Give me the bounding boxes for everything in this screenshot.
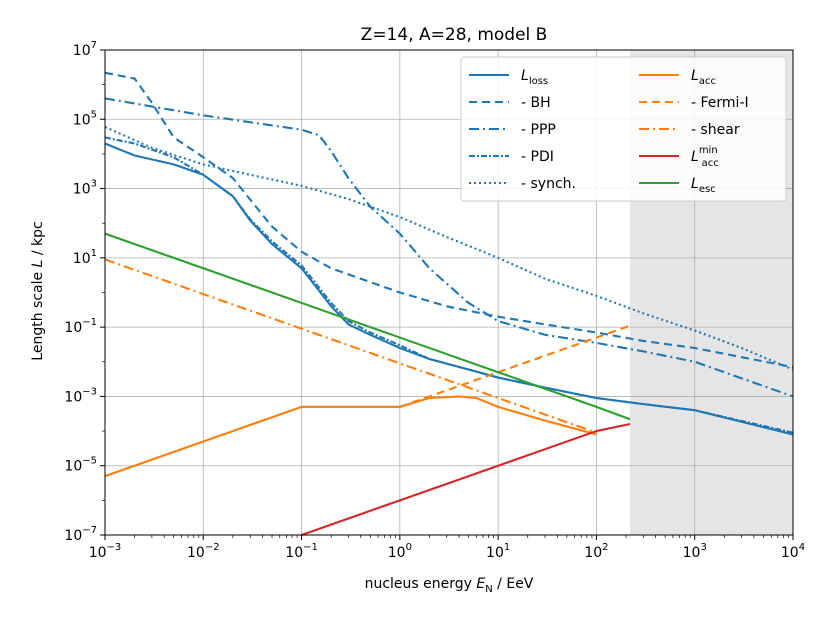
chart-title: Z=14, A=28, model B [361, 25, 548, 45]
x-tick-label: 10−1 [285, 542, 318, 561]
legend-label: Lesc [691, 176, 716, 195]
series-l-esc [104, 232, 631, 421]
series-shear [104, 258, 597, 434]
legend-box [460, 56, 787, 202]
y-tick-label: 103 [73, 179, 97, 198]
x-tick-label: 104 [781, 542, 805, 561]
x-tick-label: 10−2 [187, 542, 220, 561]
series-l-acc-min [301, 422, 631, 536]
series-ppp [104, 97, 794, 398]
legend-label: - BH [521, 95, 551, 111]
y-tick-label: 101 [73, 248, 97, 267]
series-fermi-i [399, 324, 631, 408]
series-l-acc [104, 395, 597, 478]
series-bh [104, 71, 794, 369]
y-axis-label: Length scale L / kpc [30, 221, 46, 360]
legend-label: - PDI [521, 149, 554, 165]
series-synch [104, 126, 794, 371]
x-tick-label: 103 [683, 542, 707, 561]
x-tick-label: 100 [388, 542, 412, 561]
x-axis-label: nucleus energy EN / EeV [365, 576, 534, 595]
y-tick-label: 10−3 [64, 386, 97, 405]
y-tick-label: 10−5 [64, 456, 97, 475]
legend-label: - Fermi-I [691, 95, 749, 111]
legend-label: Lacc [691, 68, 716, 87]
y-tick-label: 105 [73, 109, 97, 128]
x-tick-label: 101 [486, 542, 510, 561]
legend-label: Lloss [521, 68, 548, 87]
y-tick-label: 107 [73, 40, 97, 59]
y-tick-label: 10−1 [64, 317, 97, 336]
tick-group: 10−3 10−2 10−1 100 101 102 103 104 10−7 10−5 10−3 1… [64, 40, 805, 561]
x-tick-label: 10−3 [89, 542, 122, 561]
legend-label: - shear [691, 122, 740, 138]
x-tick-label: 102 [584, 542, 608, 561]
series-pdi [104, 136, 794, 434]
legend: Lloss - BH - PPP - PDI - synch. Lacc - Fe… [460, 56, 787, 202]
y-tick-label: 10−7 [64, 525, 97, 544]
legend-label: - PPP [521, 122, 556, 138]
series-group [104, 71, 794, 536]
legend-label: - synch. [521, 176, 576, 192]
legend-label: Lmin acc [691, 145, 719, 169]
